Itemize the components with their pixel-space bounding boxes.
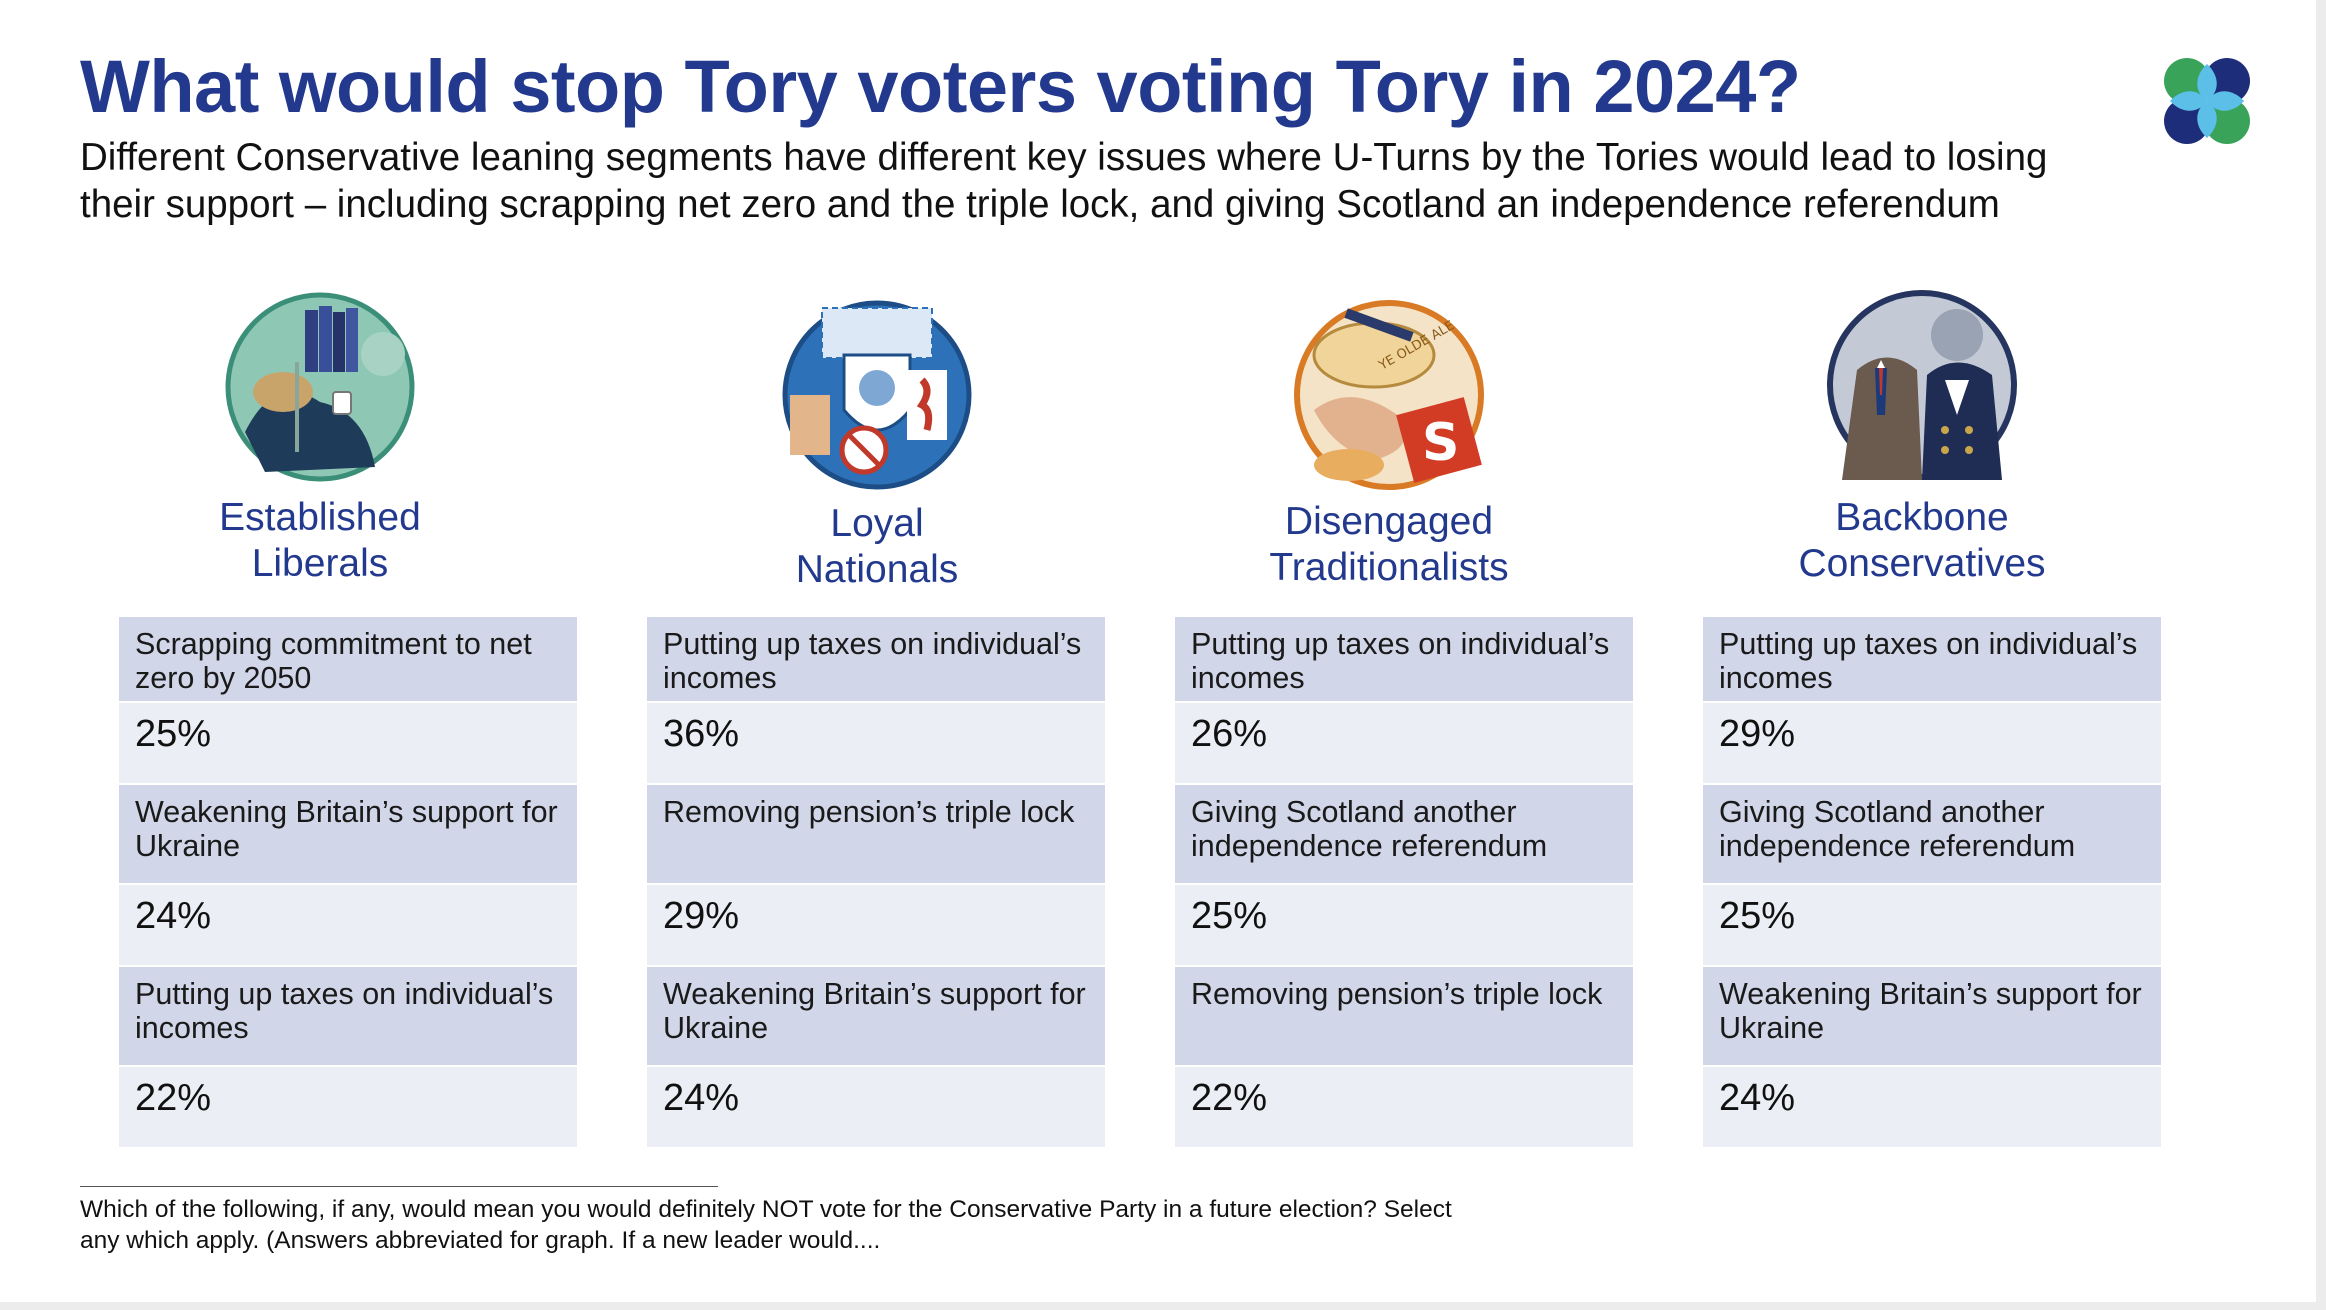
value-row: 24% [1703,1067,2161,1147]
value-row: 25% [119,703,577,783]
slide-edge [2316,0,2326,1310]
issue-row: Removing pension’s triple lock [647,785,1105,883]
segment-table: Putting up taxes on individual’s incomes… [1175,617,1633,1147]
segment-name: Established Liberals [219,496,421,585]
segment-name: Loyal Nationals [795,502,959,591]
value-row: 25% [1175,885,1633,965]
svg-text:S: S [1422,413,1459,473]
segment-table: Scrapping commitment to net zero by 2050… [119,617,577,1147]
segment-table: Putting up taxes on individual’s incomes… [1703,617,2161,1147]
value-row: 22% [119,1067,577,1147]
issue-row: Putting up taxes on individual’s incomes [1175,617,1633,701]
issue-row: Weakening Britain’s support for Ukraine [119,785,577,883]
issue-row: Giving Scotland another independence ref… [1175,785,1633,883]
value-row: 29% [647,885,1105,965]
value-row: 36% [647,703,1105,783]
issue-row: Removing pension’s triple lock [1175,967,1633,1065]
issue-row: Giving Scotland another independence ref… [1703,785,2161,883]
segment-name: Backbone Conservatives [1798,496,2046,585]
value-row: 22% [1175,1067,1633,1147]
segment-name: Disengaged Traditionalists [1269,500,1509,589]
value-row: 24% [119,885,577,965]
value-row: 24% [647,1067,1105,1147]
footnote: Which of the following, if any, would me… [80,1196,1452,1254]
value-row: 29% [1703,703,2161,783]
slide-edge [0,1302,2326,1310]
pub-and-tabloid-illustration: YE OLDE ALE S [1294,300,1484,490]
issue-row: Putting up taxes on individual’s incomes [1703,617,2161,701]
flag-and-shield-illustration [782,300,972,490]
issue-row: Putting up taxes on individual’s incomes [119,967,577,1065]
issue-row: Weakening Britain’s support for Ukraine [1703,967,2161,1065]
armchair-reader-illustration [225,292,415,482]
suited-couple-illustration [1827,290,2017,480]
value-row: 26% [1175,703,1633,783]
page-title: What would stop Tory voters voting Tory … [80,45,1801,128]
four-petal-logo-icon [2164,58,2250,144]
issue-row: Weakening Britain’s support for Ukraine [647,967,1105,1065]
segment-table: Putting up taxes on individual’s incomes… [647,617,1105,1147]
issue-row: Putting up taxes on individual’s incomes [647,617,1105,701]
footnote-divider [80,1186,718,1187]
issue-row: Scrapping commitment to net zero by 2050 [119,617,577,701]
page-subtitle: Different Conservative leaning segments … [80,136,2048,226]
value-row: 25% [1703,885,2161,965]
